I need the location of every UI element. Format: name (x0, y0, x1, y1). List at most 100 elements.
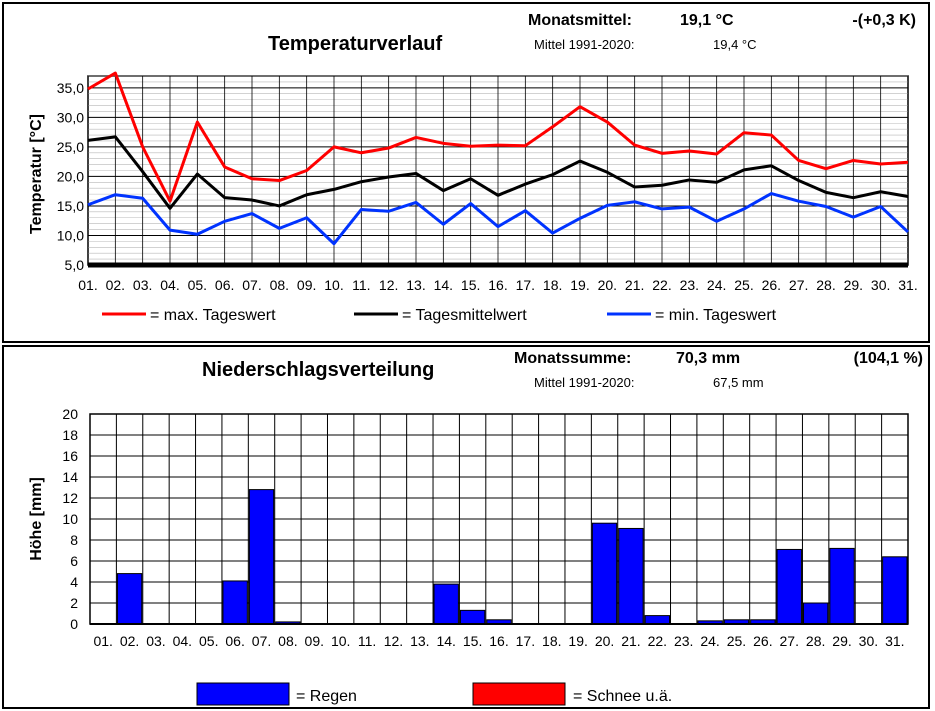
precipitation-x-tick: 16. (489, 633, 508, 649)
precipitation-x-tick: 23. (674, 633, 693, 649)
legend-rain-label: = Regen (296, 688, 357, 705)
temperature-x-tick: 20. (598, 277, 617, 293)
temperature-x-tick: 08. (270, 277, 289, 293)
temperature-x-tick: 02. (106, 277, 125, 293)
rain-bar (776, 548, 802, 625)
precipitation-x-tick: 06. (225, 633, 244, 649)
precipitation-y-tick: 14 (62, 469, 78, 485)
precipitation-y-tick: 6 (70, 553, 78, 569)
legend-mean-label: = Tagesmittelwert (402, 307, 527, 324)
legend-max-label: = max. Tageswert (150, 307, 276, 324)
temperature-x-tick: 14. (434, 277, 453, 293)
temperature-x-tick: 18. (543, 277, 562, 293)
precipitation-x-tick: 25. (727, 633, 746, 649)
rain-bar (829, 547, 855, 625)
temperature-mean-line (87, 135, 909, 210)
precipitation-x-tick: 09. (305, 633, 324, 649)
temperature-x-tick: 15. (461, 277, 480, 293)
precipitation-y-tick: 8 (70, 532, 78, 548)
temperature-x-tick: 04. (160, 277, 179, 293)
temperature-x-tick: 01. (78, 277, 97, 293)
temperature-legend: = max. Tageswert = Tagesmittelwert = min… (102, 307, 777, 324)
monthly-mean-value: 19,1 °C (680, 12, 734, 29)
precipitation-x-tick: 01. (93, 633, 112, 649)
temperature-x-tick: 12. (379, 277, 398, 293)
precipitation-x-tick: 31. (885, 633, 904, 649)
precipitation-x-tick: 29. (832, 633, 851, 649)
temperature-chart: Temperaturverlauf Monatsmittel: 19,1 °C … (28, 12, 918, 324)
precipitation-title: Niederschlagsverteilung (202, 359, 434, 381)
legend-snow-label: = Schnee u.ä. (573, 688, 672, 705)
precipitation-x-tick: 08. (278, 633, 297, 649)
precipitation-x-tick: 28. (806, 633, 825, 649)
temperature-x-tick: 24. (707, 277, 726, 293)
temperature-title: Temperaturverlauf (268, 33, 442, 55)
precipitation-x-tick: 27. (780, 633, 799, 649)
precipitation-y-tick: 16 (62, 448, 78, 464)
temperature-x-tick: 23. (680, 277, 699, 293)
temperature-x-tick: 30. (871, 277, 890, 293)
temperature-y-tick: 10,0 (57, 227, 84, 243)
precipitation-x-tick: 24. (700, 633, 719, 649)
temperature-y-tick: 5,0 (65, 257, 85, 273)
legend-rain-swatch (196, 682, 290, 706)
temperature-x-tick: 05. (188, 277, 207, 293)
precipitation-y-tick: 0 (70, 616, 78, 632)
monthly-sum-percent: (104,1 %) (854, 350, 923, 367)
precipitation-y-axis-label: Höhe [mm] (28, 477, 45, 561)
temperature-x-tick: 07. (242, 277, 261, 293)
temperature-x-tick: 09. (297, 277, 316, 293)
precipitation-norm-value: 67,5 mm (713, 375, 764, 390)
temperature-y-tick: 35,0 (57, 80, 84, 96)
rain-bar (644, 615, 671, 625)
temperature-x-tick: 25. (734, 277, 753, 293)
temperature-max-line (87, 71, 909, 203)
temperature-y-tick: 25,0 (57, 139, 84, 155)
temperature-min-line (87, 192, 910, 246)
temperature-y-tick: 30,0 (57, 109, 84, 125)
rain-bar (591, 522, 618, 625)
precipitation-y-tick: 12 (62, 490, 78, 506)
precipitation-y-tick: 4 (70, 574, 78, 590)
temperature-x-tick: 17. (516, 277, 535, 293)
precipitation-x-tick: 12. (384, 633, 403, 649)
precipitation-x-tick: 22. (648, 633, 667, 649)
precipitation-x-tick: 07. (252, 633, 271, 649)
precipitation-x-tick: 13. (410, 633, 429, 649)
temperature-x-tick: 29. (844, 277, 863, 293)
precipitation-x-tick: 04. (173, 633, 192, 649)
rain-bar (459, 609, 486, 625)
precipitation-y-tick: 20 (62, 406, 78, 422)
temperature-x-tick: 27. (789, 277, 808, 293)
precipitation-x-tick: 02. (120, 633, 139, 649)
temperature-x-tick: 26. (762, 277, 781, 293)
monthly-sum-label: Monatssumme: (514, 350, 631, 367)
temperature-norm-value: 19,4 °C (713, 37, 757, 52)
temperature-x-tick: 13. (406, 277, 425, 293)
precipitation-y-tick: 18 (62, 427, 78, 443)
precipitation-x-tick: 03. (146, 633, 165, 649)
precipitation-norm-label: Mittel 1991-2020: (534, 375, 634, 390)
monthly-mean-label: Monatsmittel: (528, 12, 632, 29)
temperature-x-tick: 03. (133, 277, 152, 293)
rain-bar (222, 580, 248, 625)
rain-bar (433, 583, 459, 625)
precipitation-x-tick: 14. (436, 633, 455, 649)
temperature-y-tick: 15,0 (57, 198, 84, 214)
temperature-x-tick: 19. (570, 277, 589, 293)
temperature-x-tick: 21. (625, 277, 644, 293)
temperature-x-tick: 28. (816, 277, 835, 293)
monthly-sum-value: 70,3 mm (676, 350, 740, 367)
precipitation-x-tick: 10. (331, 633, 350, 649)
precipitation-x-tick: 19. (568, 633, 587, 649)
precipitation-legend: = Regen = Schnee u.ä. (196, 682, 672, 706)
precipitation-x-tick: 26. (753, 633, 772, 649)
precipitation-chart: Niederschlagsverteilung Monatssumme: 70,… (28, 350, 923, 706)
temperature-x-tick: 06. (215, 277, 234, 293)
temperature-x-tick: 10. (324, 277, 343, 293)
temperature-panel: Temperaturverlauf Monatsmittel: 19,1 °C … (2, 2, 930, 343)
precipitation-x-tick: 15. (463, 633, 482, 649)
precipitation-y-tick: 10 (62, 511, 78, 527)
precipitation-x-tick: 21. (621, 633, 640, 649)
precipitation-y-tick: 2 (70, 595, 78, 611)
